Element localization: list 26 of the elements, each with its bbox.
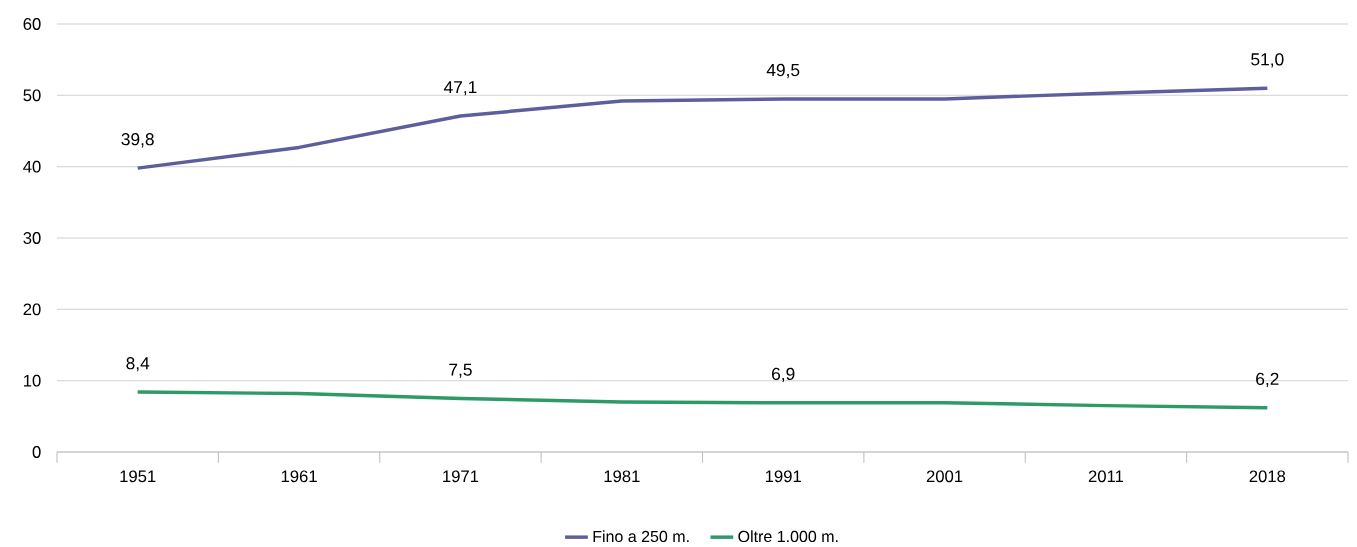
x-tick-label: 2001 xyxy=(926,470,963,483)
x-tick-label: 1951 xyxy=(120,470,156,483)
y-tick-label: 60 xyxy=(23,18,41,30)
x-tick-label: 1981 xyxy=(604,470,640,483)
y-tick-label: 0 xyxy=(32,446,41,458)
legend-label: Oltre 1.000 m. xyxy=(738,530,838,543)
data-label: 8,4 xyxy=(126,357,150,372)
legend-label: Fino a 250 m. xyxy=(593,530,689,543)
data-label: 7,5 xyxy=(449,363,472,378)
data-label: 49,5 xyxy=(766,63,800,79)
y-tick-label: 50 xyxy=(23,89,41,102)
data-label: 39,8 xyxy=(121,133,154,148)
x-tick-label: 1991 xyxy=(765,470,801,483)
data-label: 47,1 xyxy=(443,81,477,96)
data-label: 51,0 xyxy=(1251,53,1284,68)
data-label: 6,9 xyxy=(772,367,795,383)
line-series xyxy=(135,390,1270,410)
x-tick-label: 1971 xyxy=(443,470,479,483)
y-tick-label: 40 xyxy=(23,160,41,173)
data-label: 6,2 xyxy=(1256,372,1279,388)
x-tick-label: 1961 xyxy=(281,470,317,483)
x-tick-label: 2018 xyxy=(1249,470,1286,483)
y-tick-label: 20 xyxy=(23,303,41,316)
y-tick-label: 10 xyxy=(24,374,41,387)
y-tick-label: 30 xyxy=(23,232,41,244)
x-tick-label: 2011 xyxy=(1088,470,1124,483)
